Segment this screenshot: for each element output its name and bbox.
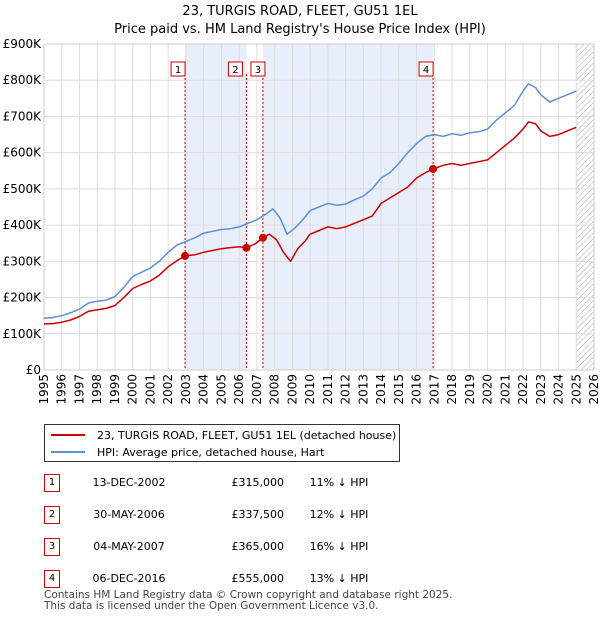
- sale-date: 30-MAY-2006: [93, 508, 165, 521]
- sale-marker-box: [227, 61, 243, 77]
- sale-date: 04-MAY-2007: [93, 540, 165, 553]
- x-tick-label: 2018: [445, 374, 459, 405]
- x-tick-label: 1995: [37, 374, 51, 405]
- sale-hpi-diff: 16% ↓ HPI: [309, 540, 369, 553]
- x-tick-label: 2005: [214, 374, 228, 405]
- chart-subtitle: Price paid vs. HM Land Registry's House …: [114, 22, 486, 37]
- x-tick-label: 2010: [303, 374, 317, 405]
- x-tick-label: 2001: [143, 374, 157, 405]
- y-tick-label: £200K: [3, 291, 43, 305]
- x-tick-label: 1997: [72, 374, 86, 405]
- sale-row: 2 30-MAY-2006 £337,500 12% ↓ HPI: [44, 506, 464, 524]
- x-tick-label: 2020: [481, 374, 495, 405]
- x-tick-label: 2004: [197, 374, 211, 405]
- x-tick-label: 2006: [232, 374, 246, 405]
- sale-number-badge: 4: [44, 570, 60, 588]
- legend: 23, TURGIS ROAD, FLEET, GU51 1EL (detach…: [44, 424, 400, 462]
- x-tick-label: 1996: [55, 374, 69, 405]
- x-tick-label: 2016: [410, 374, 424, 405]
- y-tick-label: £500K: [3, 182, 43, 196]
- x-tick-label: 2013: [356, 374, 370, 405]
- y-tick-label: £700K: [3, 109, 43, 123]
- plot-border: [43, 43, 595, 371]
- sale-hpi-diff: 13% ↓ HPI: [309, 572, 369, 585]
- sale-marker-label: 4: [423, 65, 429, 76]
- x-tick-label: 2002: [161, 374, 175, 405]
- hpi-line-swatch: [51, 451, 85, 453]
- sale-price: £315,000: [231, 476, 285, 489]
- legend-hpi-label: HPI: Average price, detached house, Hart: [97, 445, 325, 459]
- sale-point: [181, 251, 190, 260]
- x-tick-label: 2008: [268, 374, 282, 405]
- y-tick-label: £400K: [3, 218, 43, 232]
- property-line-swatch: [51, 434, 85, 436]
- x-tick-label: 2024: [552, 374, 566, 405]
- y-tick-label: £300K: [3, 254, 43, 268]
- sale-number-badge: 1: [44, 474, 60, 492]
- footer-line-1: Contains HM Land Registry data © Crown c…: [44, 589, 453, 601]
- x-tick-label: 2019: [463, 374, 477, 405]
- y-tick-label: £0: [26, 363, 41, 377]
- sale-row: 4 06-DEC-2016 £555,000 13% ↓ HPI: [44, 570, 464, 588]
- x-tick-label: 2026: [587, 374, 600, 405]
- sale-price: £365,000: [231, 540, 285, 553]
- legend-property: 23, TURGIS ROAD, FLEET, GU51 1EL (detach…: [51, 427, 396, 443]
- sale-point: [429, 164, 438, 173]
- sale-date: 13-DEC-2002: [92, 476, 166, 489]
- footer: Contains HM Land Registry data © Crown c…: [44, 590, 452, 612]
- sale-marker-box: [418, 61, 434, 77]
- x-tick-label: 2017: [427, 374, 441, 405]
- sale-hpi-diff: 11% ↓ HPI: [309, 476, 369, 489]
- hpi-line: [43, 83, 577, 319]
- x-tick-label: 2025: [569, 374, 583, 405]
- x-tick-label: 2011: [321, 374, 335, 405]
- sale-row: 3 04-MAY-2007 £365,000 16% ↓ HPI: [44, 538, 464, 556]
- x-tick-label: 1998: [90, 374, 104, 405]
- sale-marker-label: 3: [255, 65, 261, 76]
- sale-marker-box: [170, 61, 186, 77]
- x-tick-label: 2009: [285, 374, 299, 405]
- x-tick-label: 2014: [374, 374, 388, 405]
- sale-marker-label: 2: [232, 65, 238, 76]
- x-tick-label: 2003: [179, 374, 193, 405]
- y-tick-label: £800K: [3, 73, 43, 87]
- sale-row: 1 13-DEC-2002 £315,000 11% ↓ HPI: [44, 474, 464, 492]
- x-tick-label: 2021: [498, 374, 512, 405]
- footer-line-2: This data is licensed under the Open Gov…: [44, 600, 379, 612]
- x-tick-label: 2023: [534, 374, 548, 405]
- chart-title: 23, TURGIS ROAD, FLEET, GU51 1EL: [182, 4, 418, 19]
- sale-marker-box: [250, 61, 266, 77]
- sale-hpi-diff: 12% ↓ HPI: [309, 508, 369, 521]
- y-tick-label: £900K: [3, 37, 43, 51]
- sale-number-badge: 2: [44, 506, 60, 524]
- sale-point: [242, 243, 251, 252]
- y-tick-label: £100K: [3, 327, 43, 341]
- price-chart: £0 £100K £200K £300K £400K £500K £600K £700K £80…: [3, 37, 600, 405]
- property-price-line: [43, 121, 577, 325]
- y-tick-label: £600K: [3, 146, 43, 160]
- ownership-shade: [262, 44, 434, 370]
- sale-marker-label: 1: [175, 65, 181, 76]
- sale-number-badge: 3: [44, 538, 60, 556]
- sale-price: £337,500: [231, 508, 285, 521]
- sale-date: 06-DEC-2016: [92, 572, 166, 585]
- sale-price: £555,000: [231, 572, 285, 585]
- x-tick-label: 2015: [392, 374, 406, 405]
- ownership-shade: [185, 44, 247, 370]
- x-tick-label: 2000: [126, 374, 140, 405]
- forecast-hatch: [576, 44, 594, 370]
- x-tick-label: 2007: [250, 374, 264, 405]
- sale-point: [258, 233, 267, 242]
- legend-hpi: HPI: Average price, detached house, Hart: [51, 444, 324, 460]
- x-tick-label: 2012: [339, 374, 353, 405]
- x-tick-label: 1999: [108, 374, 122, 405]
- x-tick-label: 2022: [516, 374, 530, 405]
- legend-property-label: 23, TURGIS ROAD, FLEET, GU51 1EL (detach…: [97, 428, 397, 442]
